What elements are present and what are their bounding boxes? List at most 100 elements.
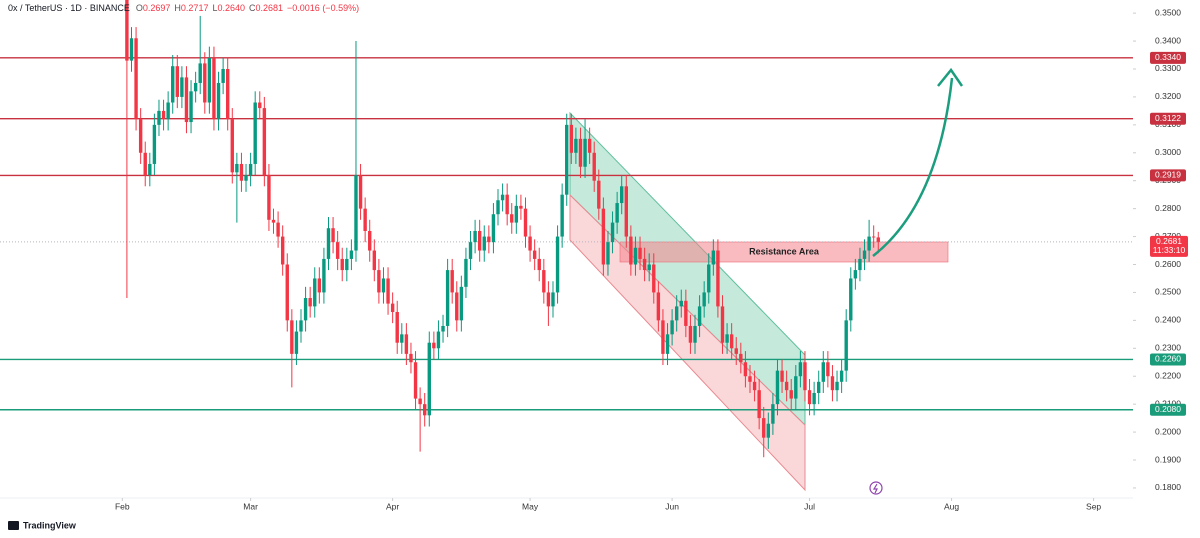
ohlc-value: 0.2697: [143, 3, 171, 13]
x-tick-label: Feb: [115, 501, 130, 511]
level-tag: [1150, 169, 1186, 182]
y-tick-label: 0.2800: [1155, 203, 1181, 213]
candle-body: [871, 236, 876, 238]
candle-body: [271, 219, 276, 223]
candle-body: [244, 175, 248, 181]
candle-body: [560, 194, 564, 237]
candle-body: [239, 163, 244, 181]
countdown: 11:33:10: [1153, 245, 1186, 255]
candle-body: [867, 236, 871, 251]
candle-body: [157, 110, 161, 125]
ohlc-value: 0.2681: [256, 3, 284, 13]
y-tick-label: 0.2500: [1155, 287, 1181, 297]
candle-body: [381, 278, 386, 293]
candle-body: [771, 404, 775, 424]
y-tick-label: 0.2400: [1155, 315, 1181, 325]
ohlc-value: 0.2640: [217, 3, 245, 13]
event-icon[interactable]: [869, 481, 883, 495]
candle-body: [358, 175, 363, 209]
candle-body: [464, 258, 468, 287]
candle-body: [725, 334, 729, 343]
y-tick-label: 0.3200: [1155, 91, 1181, 101]
candle-body: [436, 331, 441, 349]
y-tick-label: 0.2100: [1155, 398, 1181, 408]
candle-body: [372, 250, 377, 271]
candle-body: [216, 82, 221, 120]
candle-body: [441, 325, 445, 332]
ohlc-key: H: [174, 3, 181, 13]
candle-body: [876, 237, 880, 242]
candle-body: [670, 320, 674, 335]
candle-body: [752, 381, 757, 391]
candle-body: [510, 214, 514, 223]
arrow: [872, 77, 954, 257]
level-label: 0.3122: [1155, 113, 1181, 123]
ohlc-value: 0.2717: [181, 3, 209, 13]
candle-body: [620, 186, 624, 204]
symbol: 0x / TetherUS · 1D · BINANCE: [8, 3, 130, 13]
x-tick-label: May: [522, 501, 539, 511]
candle-body: [258, 102, 262, 109]
candle-body: [409, 353, 413, 363]
candle-body: [652, 264, 656, 293]
y-tick-label: 0.3500: [1155, 7, 1181, 17]
candle-body: [180, 77, 184, 97]
candle-body: [125, 0, 129, 61]
candle-body: [569, 124, 574, 153]
change: −0.0016 (−0.59%): [287, 3, 359, 13]
candle-body: [555, 236, 560, 293]
logo: [8, 521, 19, 530]
candle-body: [404, 334, 409, 354]
y-tick-label: 0.2200: [1155, 370, 1181, 380]
candle-body: [473, 230, 477, 243]
candle-body: [225, 68, 230, 120]
candle-body: [587, 138, 592, 153]
level-label: 0.2919: [1155, 170, 1181, 180]
branding: TradingView: [23, 520, 77, 530]
candle-body: [303, 298, 308, 321]
candle-body: [212, 57, 216, 120]
candle-body: [693, 325, 697, 343]
candle-body: [413, 362, 418, 399]
level-tag: [1150, 353, 1186, 366]
candle-body: [739, 353, 743, 363]
candle-body: [386, 278, 390, 304]
candle-body: [729, 334, 734, 349]
x-tick-label: Jul: [804, 501, 815, 511]
candle-body: [299, 320, 303, 332]
candle-body: [665, 334, 670, 354]
candle-body: [267, 175, 271, 220]
candle-body: [775, 370, 780, 405]
candle-body: [835, 381, 839, 391]
candle-body: [129, 38, 134, 61]
candle-body: [235, 163, 239, 173]
candle-body: [716, 250, 720, 307]
candle-body: [798, 362, 803, 377]
candle-body: [546, 292, 551, 307]
candle-body: [578, 138, 583, 167]
candle-body: [565, 124, 569, 195]
candle-body: [468, 242, 473, 259]
level-label: 0.2080: [1155, 404, 1181, 414]
candle-body: [519, 205, 523, 209]
candle-body: [253, 102, 257, 164]
candle-body: [198, 63, 202, 83]
candle-body: [583, 138, 587, 167]
candle-body: [418, 398, 422, 405]
candle-body: [707, 264, 711, 293]
candle-body: [496, 200, 500, 215]
y-tick-label: 0.2000: [1155, 426, 1181, 436]
candle-body: [184, 77, 189, 123]
last-price-label: 0.2681: [1156, 236, 1182, 246]
candle-body: [720, 306, 725, 343]
candle-body: [523, 208, 528, 237]
candle-body: [817, 381, 821, 393]
candle-body: [537, 258, 541, 271]
candle-body: [354, 175, 358, 251]
level-label: 0.3340: [1155, 52, 1181, 62]
y-tick-label: 0.3000: [1155, 147, 1181, 157]
ohlc-key: C: [249, 3, 256, 13]
candle-body: [487, 236, 491, 243]
x-tick-label: Apr: [386, 501, 399, 511]
candle-body: [807, 390, 812, 405]
